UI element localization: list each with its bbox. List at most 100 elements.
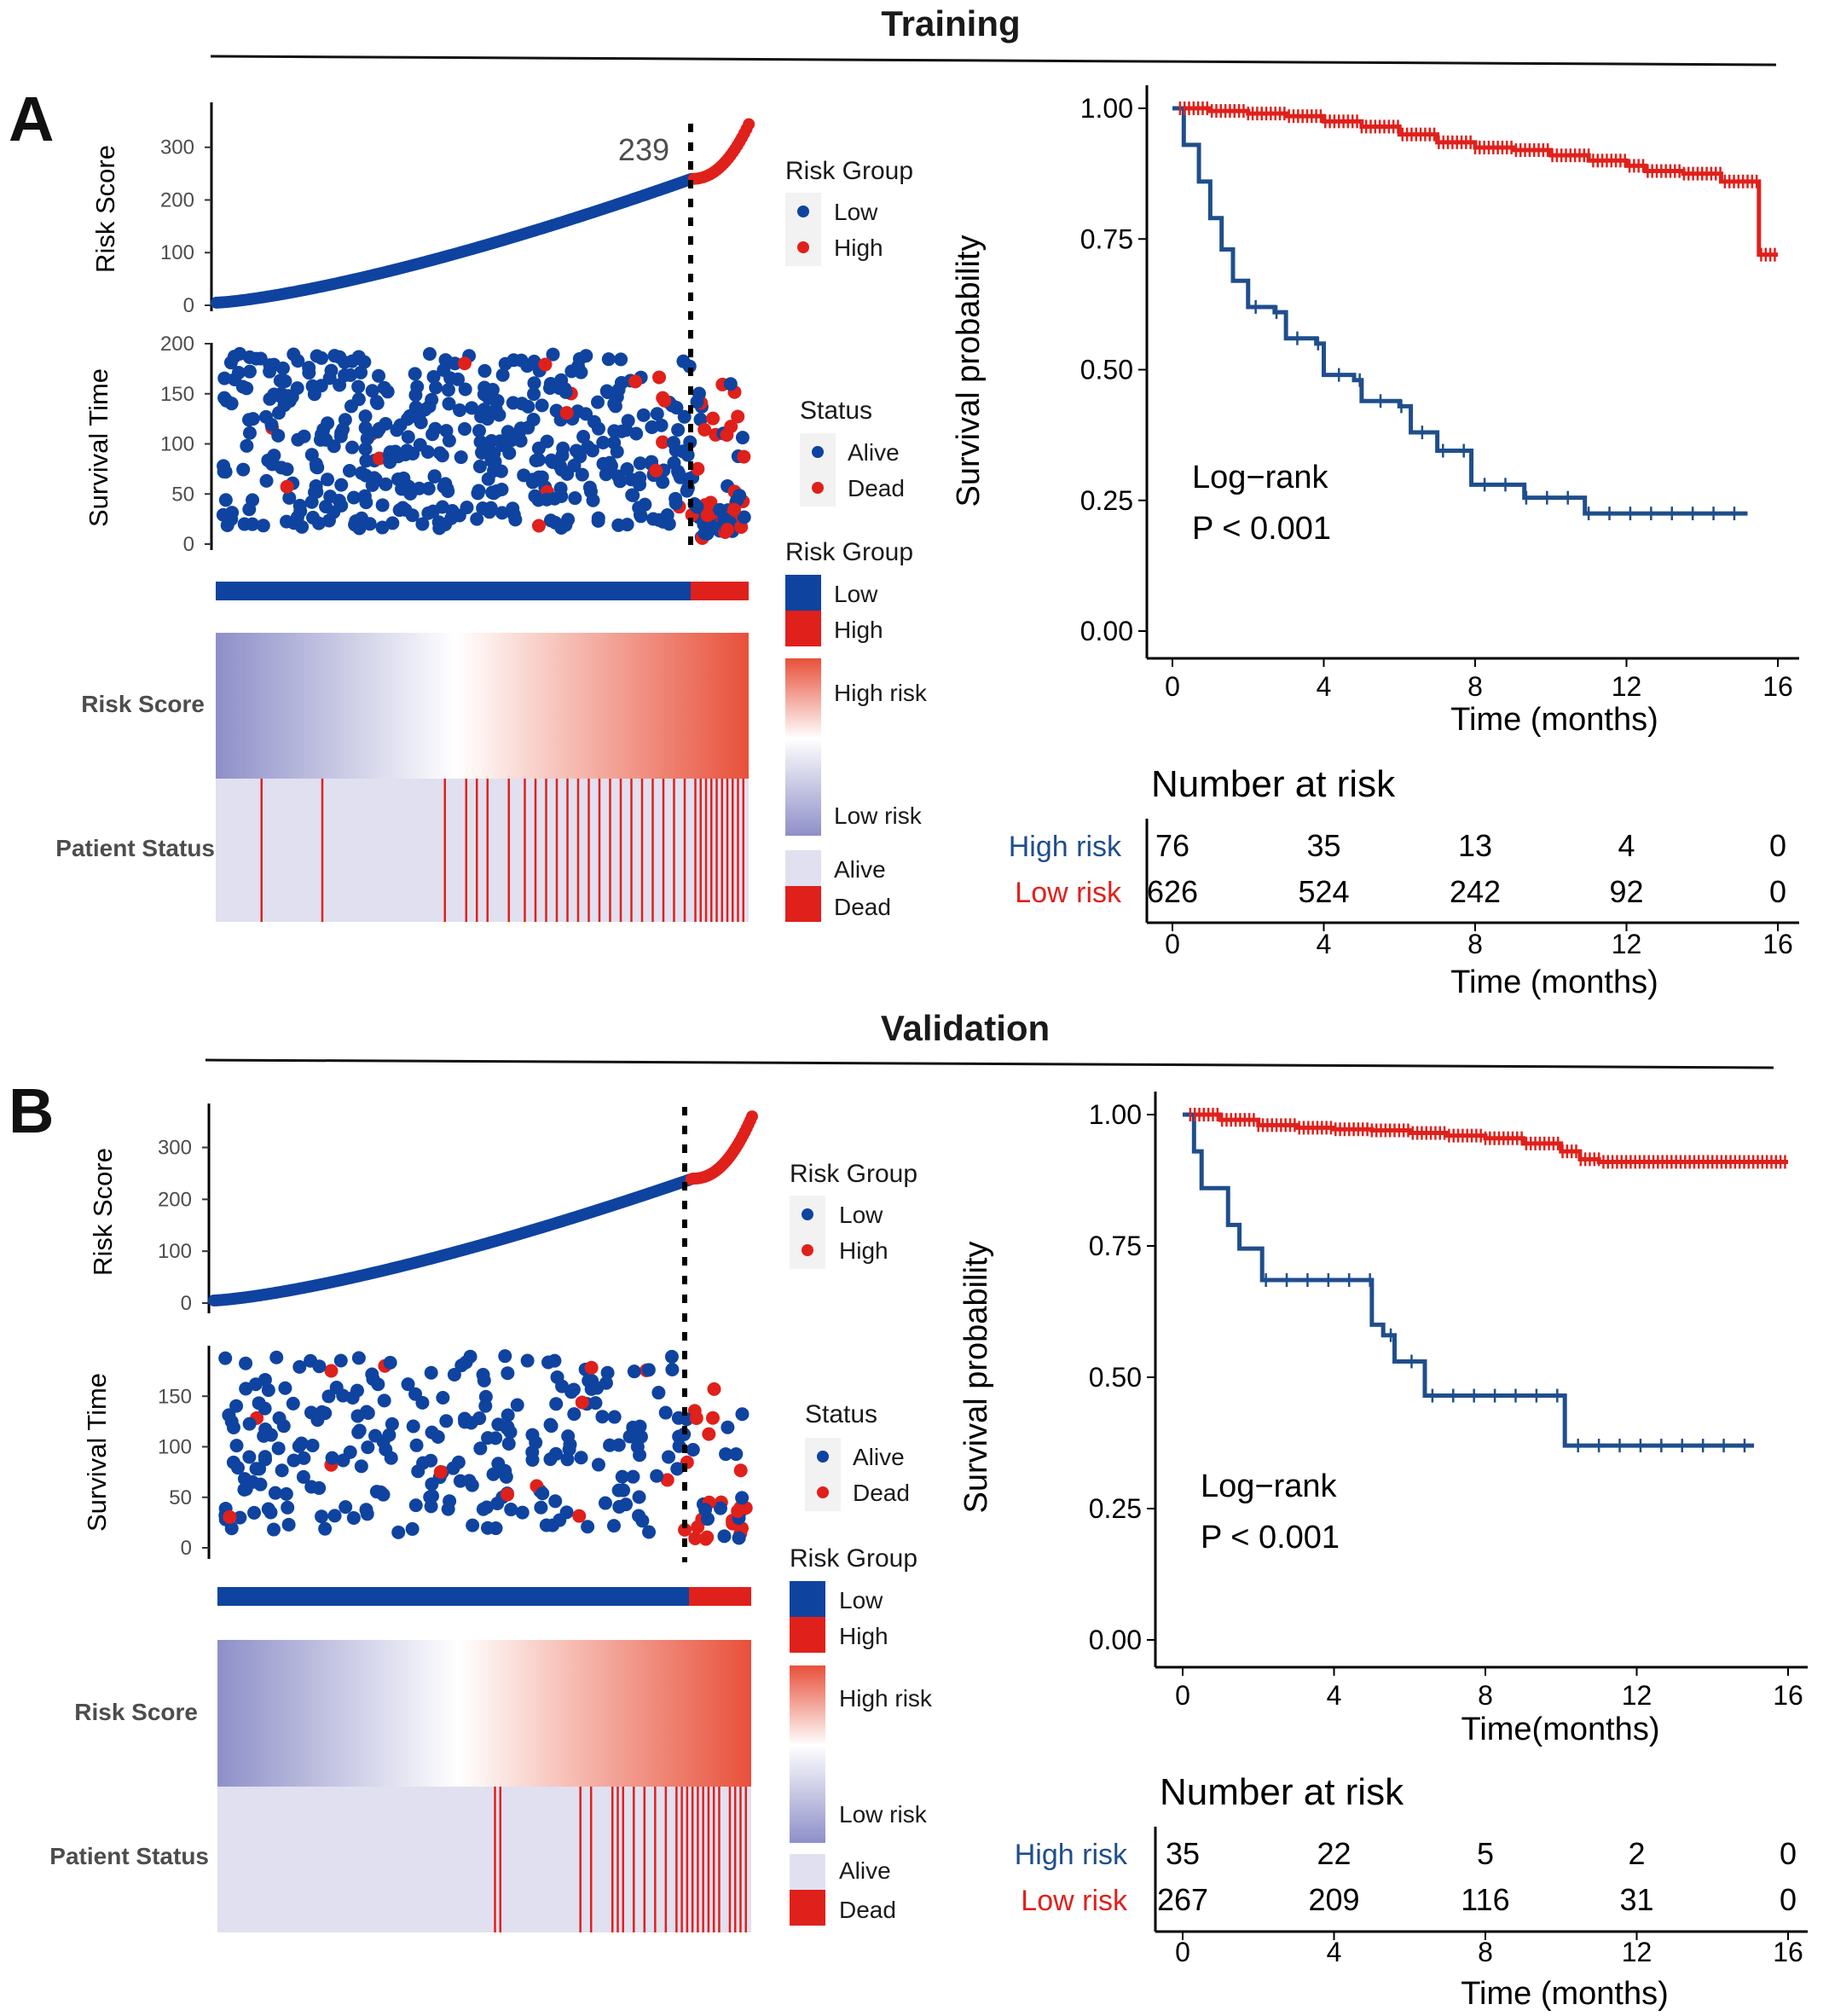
survival-time-point: [447, 1367, 461, 1382]
survival-time-point: [435, 449, 449, 463]
survival-time-point: [700, 508, 715, 523]
survival-time-point: [585, 443, 599, 458]
heatmap-row-patient-status: Patient Status: [55, 835, 215, 861]
survival-time-point: [691, 1520, 705, 1534]
survival-time-point: [315, 1509, 329, 1524]
survival-time-point: [723, 377, 738, 391]
survival-time-point: [457, 1411, 472, 1426]
survival-time-point: [737, 449, 751, 464]
survival-time-point: [401, 430, 415, 444]
survival-time-point: [501, 425, 515, 439]
survival-time-point: [680, 448, 695, 462]
survival-time-point: [495, 438, 510, 453]
survival-time-point: [466, 1518, 480, 1532]
survival-time-point: [732, 489, 747, 503]
survival-time-point: [471, 486, 485, 501]
legend-bar-low: Low: [839, 1587, 883, 1613]
legend-bar-high: High: [834, 617, 883, 643]
km-y-tick-label: 0.25: [1089, 1493, 1142, 1524]
survival-time-point: [286, 1396, 300, 1411]
section-title: Validation: [881, 1008, 1050, 1048]
survival-time-point: [591, 421, 605, 436]
survival-time-point: [383, 455, 397, 469]
survival-time-point: [650, 1469, 664, 1483]
survival-time-point: [546, 347, 560, 362]
legend-low-risk: Low risk: [834, 802, 923, 829]
survival-time-point: [513, 421, 528, 436]
risk-table-x-tick-label: 0: [1165, 929, 1180, 959]
km-logrank: Log−rank: [1201, 1469, 1338, 1504]
legend-key-bg: [790, 1196, 825, 1269]
survival-time-points: [216, 346, 751, 545]
survival-time-point: [280, 462, 294, 477]
survival-time-point: [490, 394, 505, 408]
survival-time-point: [393, 418, 408, 432]
survival-time-point: [457, 421, 472, 436]
survival-time-point: [312, 1359, 327, 1374]
survival-time-tick-label: 100: [158, 1436, 192, 1459]
survival-time-point: [441, 383, 455, 397]
survival-time-point: [501, 1366, 515, 1381]
survival-time-point: [486, 1467, 501, 1481]
survival-time-point: [310, 461, 325, 475]
survival-time-point: [264, 417, 279, 432]
survival-time-point: [707, 1382, 721, 1396]
survival-time-point: [559, 406, 574, 420]
survival-time-point: [660, 1473, 674, 1487]
survival-time-point: [258, 1401, 272, 1416]
survival-time-point: [691, 461, 705, 476]
survival-time-point: [267, 1522, 281, 1537]
survival-time-point: [501, 1408, 515, 1422]
km-ticks: 0.00 0.25 0.50 0.75 1.00 0 4 8 12 16: [1080, 93, 1793, 702]
km-x-tick-label: 8: [1467, 671, 1483, 702]
survival-time-point: [633, 456, 647, 471]
survival-time-point: [569, 443, 583, 458]
survival-time-tick-label: 100: [160, 433, 194, 456]
risk-table: Number at risk High risk Low risk 35 22 5 2…: [1015, 1771, 1808, 2012]
survival-time-point: [422, 347, 437, 362]
survival-time-point: [721, 1420, 735, 1434]
survival-time-point: [246, 493, 260, 507]
legend-hm-alive: Alive: [839, 1857, 891, 1884]
survival-time-point: [334, 478, 349, 492]
survival-time-point: [431, 515, 446, 530]
survival-time-point: [292, 1439, 306, 1453]
survival-time-point: [253, 1477, 268, 1492]
risk-score-heatmap: [217, 1640, 751, 1787]
risk-table-cell: 267: [1157, 1882, 1208, 1917]
survival-time-point: [492, 408, 506, 422]
risk-table-cell: 35: [1306, 828, 1340, 863]
heatmap-row-risk-score: Risk Score: [74, 1699, 198, 1725]
survival-time-point: [601, 352, 616, 367]
risk-score-points: [208, 1110, 758, 1306]
survival-time-point: [346, 1510, 361, 1525]
survival-time-point: [473, 435, 488, 449]
legend-key-bg: [800, 433, 836, 507]
risk-table-x-tick-label: 0: [1175, 1937, 1190, 1967]
survival-time-point: [632, 501, 646, 515]
risk-group-bar-high: [691, 582, 749, 600]
risk-score-tick-label: 200: [160, 188, 194, 211]
survival-time-point: [405, 1521, 420, 1536]
survival-time-point: [650, 407, 664, 421]
survival-time-point: [442, 397, 456, 411]
survival-time-point: [351, 350, 366, 364]
survival-time-point: [697, 422, 712, 437]
survival-time-point: [427, 469, 442, 484]
survival-time-point: [481, 1431, 495, 1445]
risk-table-x-tick-label: 4: [1317, 929, 1332, 959]
survival-time-point: [568, 491, 582, 506]
survival-time-point: [481, 405, 495, 420]
survival-time-point: [218, 493, 233, 507]
survival-time-point: [586, 493, 600, 507]
survival-time-point: [457, 356, 472, 371]
survival-time-point: [451, 1455, 466, 1469]
survival-time-point: [424, 1453, 438, 1468]
survival-time-point: [218, 465, 233, 479]
survival-time-point: [669, 401, 684, 415]
legend-risk-gradient: [785, 658, 821, 836]
survival-time-point: [717, 1529, 732, 1544]
survival-time-point: [321, 472, 335, 487]
survival-time-point: [343, 368, 357, 382]
